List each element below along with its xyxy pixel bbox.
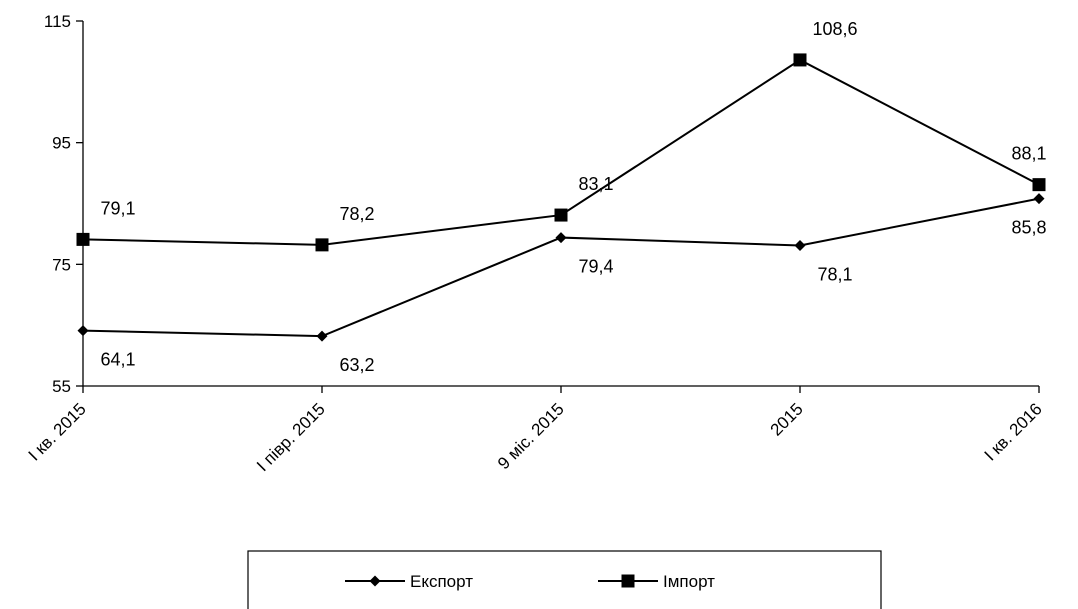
legend-label: Експорт — [410, 572, 473, 591]
data-point-import — [1032, 178, 1046, 192]
y-tick-label: 115 — [44, 12, 71, 31]
y-tick-label: 95 — [52, 134, 71, 153]
legend-box — [247, 550, 882, 609]
data-label: 83,1 — [578, 174, 613, 194]
x-tick-label: I кв. 2015 — [25, 399, 90, 464]
x-tick-label: I кв. 2016 — [981, 399, 1046, 464]
data-label: 79,4 — [578, 257, 613, 277]
legend-square-icon — [621, 574, 635, 588]
data-label: 78,1 — [817, 264, 852, 284]
y-tick-label: 75 — [52, 255, 71, 274]
legend-label: Імпорт — [663, 572, 715, 591]
data-point-import — [76, 232, 90, 246]
axes: 55 75 95 115 I кв. 2015 I півр. 2015 9 міс. 20… — [25, 12, 1046, 475]
x-tick-label: 9 міс. 2015 — [494, 399, 568, 473]
data-point-export — [77, 325, 89, 337]
data-label: 88,1 — [1011, 144, 1046, 164]
data-label: 108,6 — [812, 19, 857, 39]
legend: Експорт Імпорт — [247, 550, 882, 609]
data-point-export — [794, 239, 806, 251]
data-label: 79,1 — [100, 198, 135, 218]
x-tick-label: I півр. 2015 — [253, 399, 329, 475]
y-tick-label: 55 — [52, 377, 71, 396]
series-layer — [76, 53, 1046, 342]
data-labels: 64,1 63,2 79,4 78,1 85,8 79,1 78,2 83,1 108,6 88,… — [100, 19, 1046, 375]
legend-diamond-icon — [369, 575, 381, 587]
data-point-export — [1033, 193, 1045, 205]
data-point-import — [793, 53, 807, 67]
data-point-import — [554, 208, 568, 222]
data-label: 78,2 — [339, 204, 374, 224]
data-label: 85,8 — [1011, 218, 1046, 238]
data-label: 63,2 — [339, 355, 374, 375]
data-point-export — [316, 330, 328, 342]
data-point-export — [555, 232, 567, 244]
x-tick-label: 2015 — [767, 399, 807, 439]
data-label: 64,1 — [100, 350, 135, 370]
data-point-import — [315, 238, 329, 252]
